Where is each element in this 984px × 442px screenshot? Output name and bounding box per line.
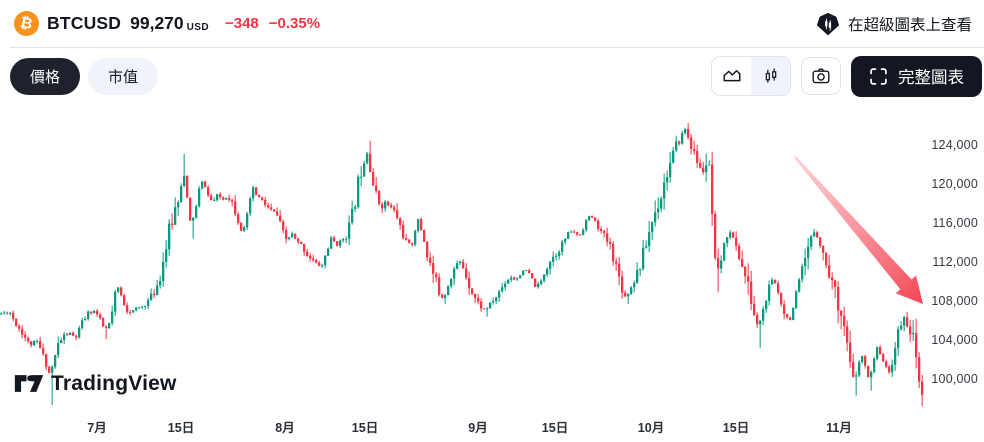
currency-label: USD	[186, 22, 209, 33]
price-axis-label: 108,000	[931, 294, 978, 308]
time-axis-label: 15日	[167, 421, 195, 435]
chart-type-segmented-control	[711, 56, 791, 96]
tab-price[interactable]: 價格	[10, 57, 81, 95]
tradingview-logo-icon	[14, 371, 44, 396]
time-axis-label: 7月	[87, 421, 107, 435]
time-axis-label: 10月	[637, 421, 665, 435]
price-axis-label: 116,000	[932, 216, 978, 230]
time-axis-label: 15日	[722, 421, 750, 435]
price-axis-label: 100,000	[931, 372, 978, 386]
header: ₿ BTCUSD 99,270 USD −348 −0.35% 在超級圖表上查看	[0, 0, 984, 47]
candlestick-chart-type-button[interactable]	[751, 57, 790, 95]
tradingview-wordmark: TradingView	[51, 371, 177, 395]
area-chart-icon	[721, 65, 743, 87]
snapshot-button[interactable]	[801, 57, 841, 95]
area-chart-type-button[interactable]	[712, 57, 751, 95]
time-axis-label: 11月	[826, 421, 852, 435]
symbol-name: BTCUSD	[47, 13, 122, 33]
price-change: −348	[224, 15, 259, 32]
supercharts-link-label: 在超級圖表上查看	[847, 16, 972, 34]
header-divider	[10, 47, 984, 48]
chart-tools: 完整圖表	[711, 55, 982, 97]
time-axis-label: 9月	[468, 421, 488, 435]
toolbar: 價格 市值	[0, 49, 984, 103]
full-chart-button[interactable]: 完整圖表	[851, 55, 982, 97]
last-price: 99,270	[130, 13, 184, 33]
time-axis-label: 15日	[541, 421, 569, 435]
time-axis-label: 15日	[351, 421, 379, 435]
downtrend-arrow	[794, 156, 923, 304]
tab-marketcap[interactable]: 市值	[88, 57, 159, 95]
price-axis-label: 104,000	[931, 333, 978, 347]
candlestick-chart[interactable]	[0, 108, 926, 420]
tradingview-attribution[interactable]: TradingView	[14, 371, 177, 396]
price-change-percent: −0.35%	[268, 15, 321, 32]
price-axis-label: 120,000	[931, 177, 978, 191]
price-axis-label: 112,000	[932, 255, 978, 269]
symbol-group: ₿ BTCUSD 99,270 USD −348 −0.35%	[14, 11, 320, 36]
fullscreen-icon	[869, 67, 888, 86]
candlestick-icon	[761, 66, 781, 86]
camera-icon	[810, 65, 832, 87]
supercharts-link[interactable]: 在超級圖表上查看	[816, 12, 972, 36]
bitcoin-icon: ₿	[14, 11, 39, 36]
full-chart-label: 完整圖表	[898, 69, 964, 87]
price-axis-label: 124,000	[931, 138, 978, 152]
time-axis-label: 8月	[275, 421, 295, 435]
supercharts-logo-icon	[816, 12, 840, 36]
